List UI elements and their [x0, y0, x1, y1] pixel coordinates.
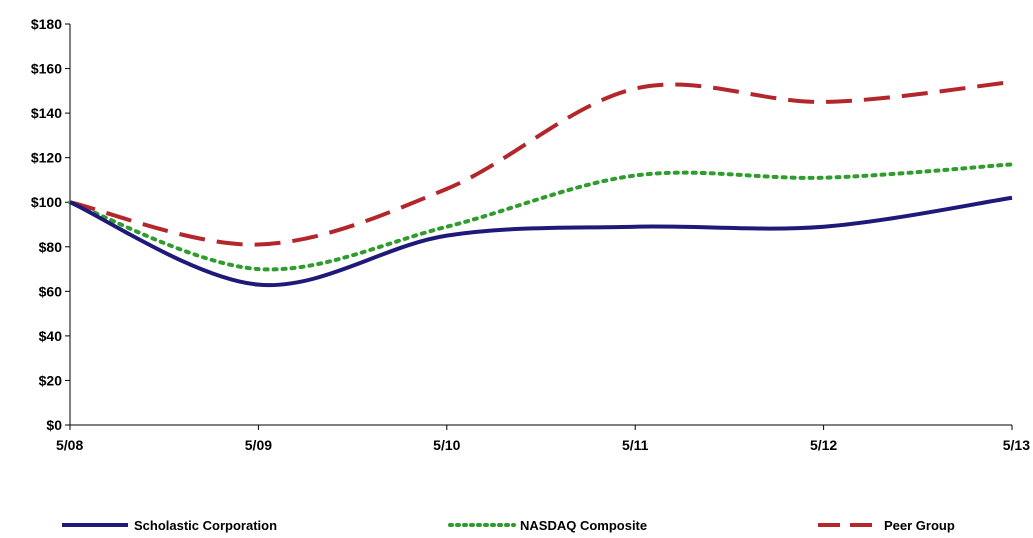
series-layer: [68, 79, 1014, 288]
x-tick-label: 5/08: [56, 437, 83, 453]
x-tick-label: 5/13: [1003, 437, 1030, 453]
x-tick-label: 5/10: [433, 437, 460, 453]
y-tick-label: $160: [31, 61, 62, 77]
y-tick-label: $140: [31, 105, 62, 121]
y-tick-label: $100: [31, 194, 62, 210]
series-line-nasdaq-composite: [68, 162, 1014, 272]
legend: Scholastic Corporation NASDAQ Composite Pe…: [62, 518, 955, 533]
x-tick-label: 5/11: [622, 437, 649, 453]
legend-label: NASDAQ Composite: [520, 518, 647, 533]
y-axis-ticks: $0 $20 $40 $60 $80 $100 $120 $140 $160 $180: [31, 16, 70, 433]
y-tick-label: $80: [39, 239, 63, 255]
y-tick-label: $120: [31, 150, 62, 166]
y-tick-label: $40: [39, 328, 63, 344]
series-line-peer-group: [69, 79, 1013, 247]
legend-label: Peer Group: [884, 518, 955, 533]
legend-label: Scholastic Corporation: [134, 518, 277, 533]
x-axis-ticks: 5/08 5/09 5/10 5/11 5/12 5/13: [56, 425, 1030, 453]
y-tick-label: $0: [46, 417, 62, 433]
y-tick-label: $60: [39, 283, 63, 299]
series-line-scholastic-corporation: [69, 195, 1013, 288]
y-tick-label: $20: [39, 372, 63, 388]
axes: [69, 24, 1012, 426]
x-tick-label: 5/12: [810, 437, 837, 453]
x-tick-label: 5/09: [245, 437, 272, 453]
y-tick-label: $180: [31, 16, 62, 32]
